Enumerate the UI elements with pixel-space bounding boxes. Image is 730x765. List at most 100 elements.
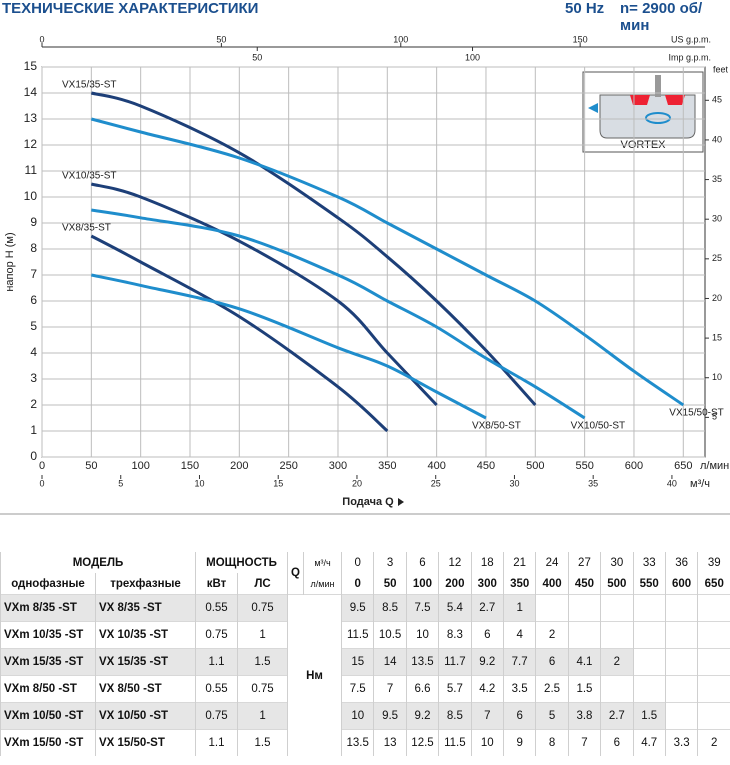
curve	[90, 91, 537, 407]
value-cell: 4.1	[567, 648, 601, 676]
empty-cell	[664, 621, 698, 649]
value-cell: 13.5	[341, 729, 374, 756]
value-cell: 2	[600, 648, 634, 676]
value-cell: 6.6	[405, 675, 439, 703]
model-cell: VXm 10/50 -ST	[0, 702, 96, 730]
header-cell: 33	[632, 552, 666, 573]
empty-cell	[664, 702, 698, 730]
header-cell: МОДЕЛЬ	[0, 552, 196, 573]
header-cell: 100	[405, 573, 439, 595]
power-cell: 0.75	[195, 621, 238, 649]
value-cell: 1.5	[632, 702, 666, 730]
value-cell: 2	[697, 729, 730, 756]
series-label: VX10/35-ST	[62, 171, 116, 182]
empty-cell	[632, 594, 666, 622]
empty-cell	[632, 675, 666, 703]
header-cell: 200	[438, 573, 472, 595]
value-cell: 3.3	[664, 729, 698, 756]
value-cell: 7	[470, 702, 504, 730]
value-cell: 6	[470, 621, 504, 649]
x2-tick-label: 40	[667, 478, 677, 488]
vortex-flow	[645, 112, 671, 124]
value-cell: 5.4	[438, 594, 472, 622]
header-cell: 300	[470, 573, 504, 595]
y-tick-label: 7	[30, 267, 37, 281]
x-tick-label: 150	[181, 460, 199, 472]
header-cell: кВт	[195, 573, 238, 595]
empty-cell	[664, 675, 698, 703]
table-row: VXm 15/50 -ST VX 15/50-ST 1.1 1.5 13.5 13 12.5…	[0, 729, 730, 756]
x2-tick-label: 25	[431, 478, 441, 488]
empty-cell	[664, 594, 698, 622]
header-cell: 21	[502, 552, 536, 573]
x4-tick-label: 50	[252, 52, 262, 62]
curve	[90, 117, 685, 407]
power-cell: 0.55	[195, 594, 238, 622]
value-cell: 9.5	[341, 594, 374, 622]
y2-tick-label: 5	[712, 412, 717, 422]
curve	[91, 273, 487, 420]
y-tick-label: 8	[30, 241, 37, 255]
header-cell: 400	[535, 573, 569, 595]
x2-tick-label: 20	[352, 478, 362, 488]
x-tick-label: 100	[131, 460, 149, 472]
x-tick-label: 650	[674, 460, 692, 472]
header-cell: 24	[535, 552, 569, 573]
power-cell: 0.75	[195, 702, 238, 730]
y2-tick-label: 40	[712, 134, 722, 144]
y2-tick-label: 45	[712, 95, 722, 105]
x2-tick-label: 0	[39, 478, 44, 488]
value-cell: 2.7	[600, 702, 634, 730]
power-cell: 1.5	[237, 729, 288, 756]
y2-tick-label: 10	[712, 372, 722, 382]
model-cell: VX 15/50-ST	[94, 729, 196, 756]
value-cell: 10	[470, 729, 504, 756]
x2-tick-label: 5	[118, 478, 123, 488]
header-cell: 6	[405, 552, 439, 573]
x-tick-label: 300	[329, 460, 347, 472]
value-cell: 8.5	[373, 594, 407, 622]
x-tick-label: 400	[427, 460, 445, 472]
y-tick-label: 1	[30, 423, 37, 437]
x-tick-label: 450	[477, 460, 495, 472]
empty-cell	[632, 648, 666, 676]
value-cell: 10.5	[373, 621, 407, 649]
empty-cell	[567, 621, 601, 649]
x-tick-label: 200	[230, 460, 248, 472]
header-cell: 12	[438, 552, 472, 573]
table-row: VXm 8/35 -ST VX 8/35 -ST 0.55 0.75 Hм 9.5 8.5 7…	[0, 594, 730, 756]
value-cell: 11.5	[438, 729, 472, 756]
power-cell: 1	[237, 621, 288, 649]
series-label: VX8/35-ST	[62, 223, 111, 234]
header-cell: 600	[664, 573, 698, 595]
value-cell: 3.5	[502, 675, 536, 703]
header-cell: 27	[567, 552, 601, 573]
header-cell: Hм	[287, 594, 342, 756]
x-axis-label: Подача Q	[342, 496, 394, 508]
curve	[90, 182, 438, 407]
empty-cell	[697, 648, 730, 676]
empty-cell	[535, 594, 569, 622]
value-cell: 5.7	[438, 675, 472, 703]
x3-tick-label: 50	[216, 34, 226, 44]
empty-cell	[600, 594, 634, 622]
header-cell: ЛС	[237, 573, 288, 595]
empty-cell	[600, 621, 634, 649]
value-cell: 11.7	[438, 648, 472, 676]
value-cell: 8.5	[438, 702, 472, 730]
header-cell: 0	[341, 573, 374, 595]
x2-unit: м³/ч	[690, 478, 710, 490]
empty-cell	[697, 594, 730, 622]
y2-tick-label: 30	[712, 214, 722, 224]
model-cell: VXm 15/50 -ST	[0, 729, 96, 756]
empty-cell	[567, 594, 601, 622]
y-tick-label: 6	[30, 293, 37, 307]
y-tick-label: 13	[24, 111, 38, 125]
x3-tick-label: 150	[573, 34, 588, 44]
x-tick-label: 550	[575, 460, 593, 472]
header-cell: трехфазные	[94, 573, 196, 595]
y-tick-label: 15	[24, 59, 38, 73]
x-tick-label: 350	[378, 460, 396, 472]
frequency: 50 Hz	[565, 0, 605, 17]
y-tick-label: 9	[30, 215, 37, 229]
